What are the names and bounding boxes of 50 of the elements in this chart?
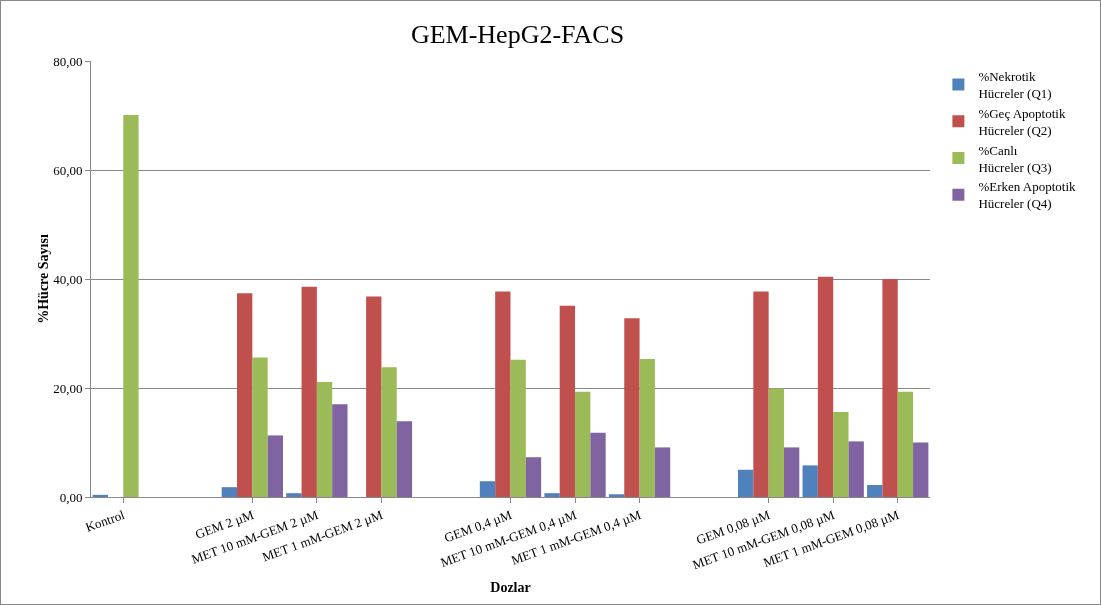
bar: [366, 296, 382, 497]
bar: [301, 286, 317, 497]
bar: [783, 447, 800, 497]
bar: [897, 391, 914, 497]
bar: [495, 291, 511, 497]
y-tick-label: 20,00: [53, 380, 83, 396]
bar: [381, 367, 397, 497]
bar: [267, 435, 283, 497]
y-tick-label: 80,00: [53, 53, 83, 69]
bar: [590, 432, 606, 497]
legend-label: %Erken Apoptotik Hücreler (Q4): [978, 179, 1077, 212]
bar: [252, 357, 268, 497]
x-tick-label: Kontrol: [83, 506, 127, 535]
bar: [559, 305, 576, 497]
y-tick-label: 0,00: [59, 489, 83, 505]
bar: [237, 293, 253, 497]
bar: [848, 441, 864, 497]
bar: [768, 388, 784, 497]
bar: [639, 359, 655, 497]
legend-label: %Nekrotik Hücreler (Q1): [978, 69, 1052, 101]
bar: [753, 291, 769, 497]
bar: [738, 469, 754, 497]
chart-title: GEM-HepG2-FACS: [410, 20, 625, 50]
bar: [510, 359, 526, 497]
bar: [396, 421, 413, 497]
y-tick-label: 60,00: [53, 162, 83, 178]
bar: [867, 485, 883, 497]
bar: [221, 487, 238, 497]
bar: [479, 481, 496, 497]
bar: [817, 276, 834, 497]
bar: [833, 411, 849, 497]
y-tick-label: 40,00: [53, 271, 83, 287]
bar: [525, 457, 542, 497]
bar: [286, 493, 302, 497]
y-axis-title: %Hücre Sayısı: [36, 234, 52, 324]
bar: [316, 382, 333, 497]
bar: [575, 391, 591, 497]
bar: [624, 318, 640, 497]
bar: [882, 279, 898, 497]
bar: [654, 447, 671, 497]
x-axis-title: Dozlar: [490, 579, 531, 595]
bar: [608, 494, 625, 497]
bar: [332, 404, 348, 497]
legend-label: %Canlı Hücreler (Q3): [978, 142, 1052, 175]
bar: [913, 442, 929, 497]
bar: [802, 465, 818, 497]
bar: [123, 114, 139, 497]
bar: [92, 494, 108, 497]
bar: [544, 493, 560, 497]
legend-label: %Geç Apoptotik Hücreler (Q2): [978, 105, 1066, 138]
